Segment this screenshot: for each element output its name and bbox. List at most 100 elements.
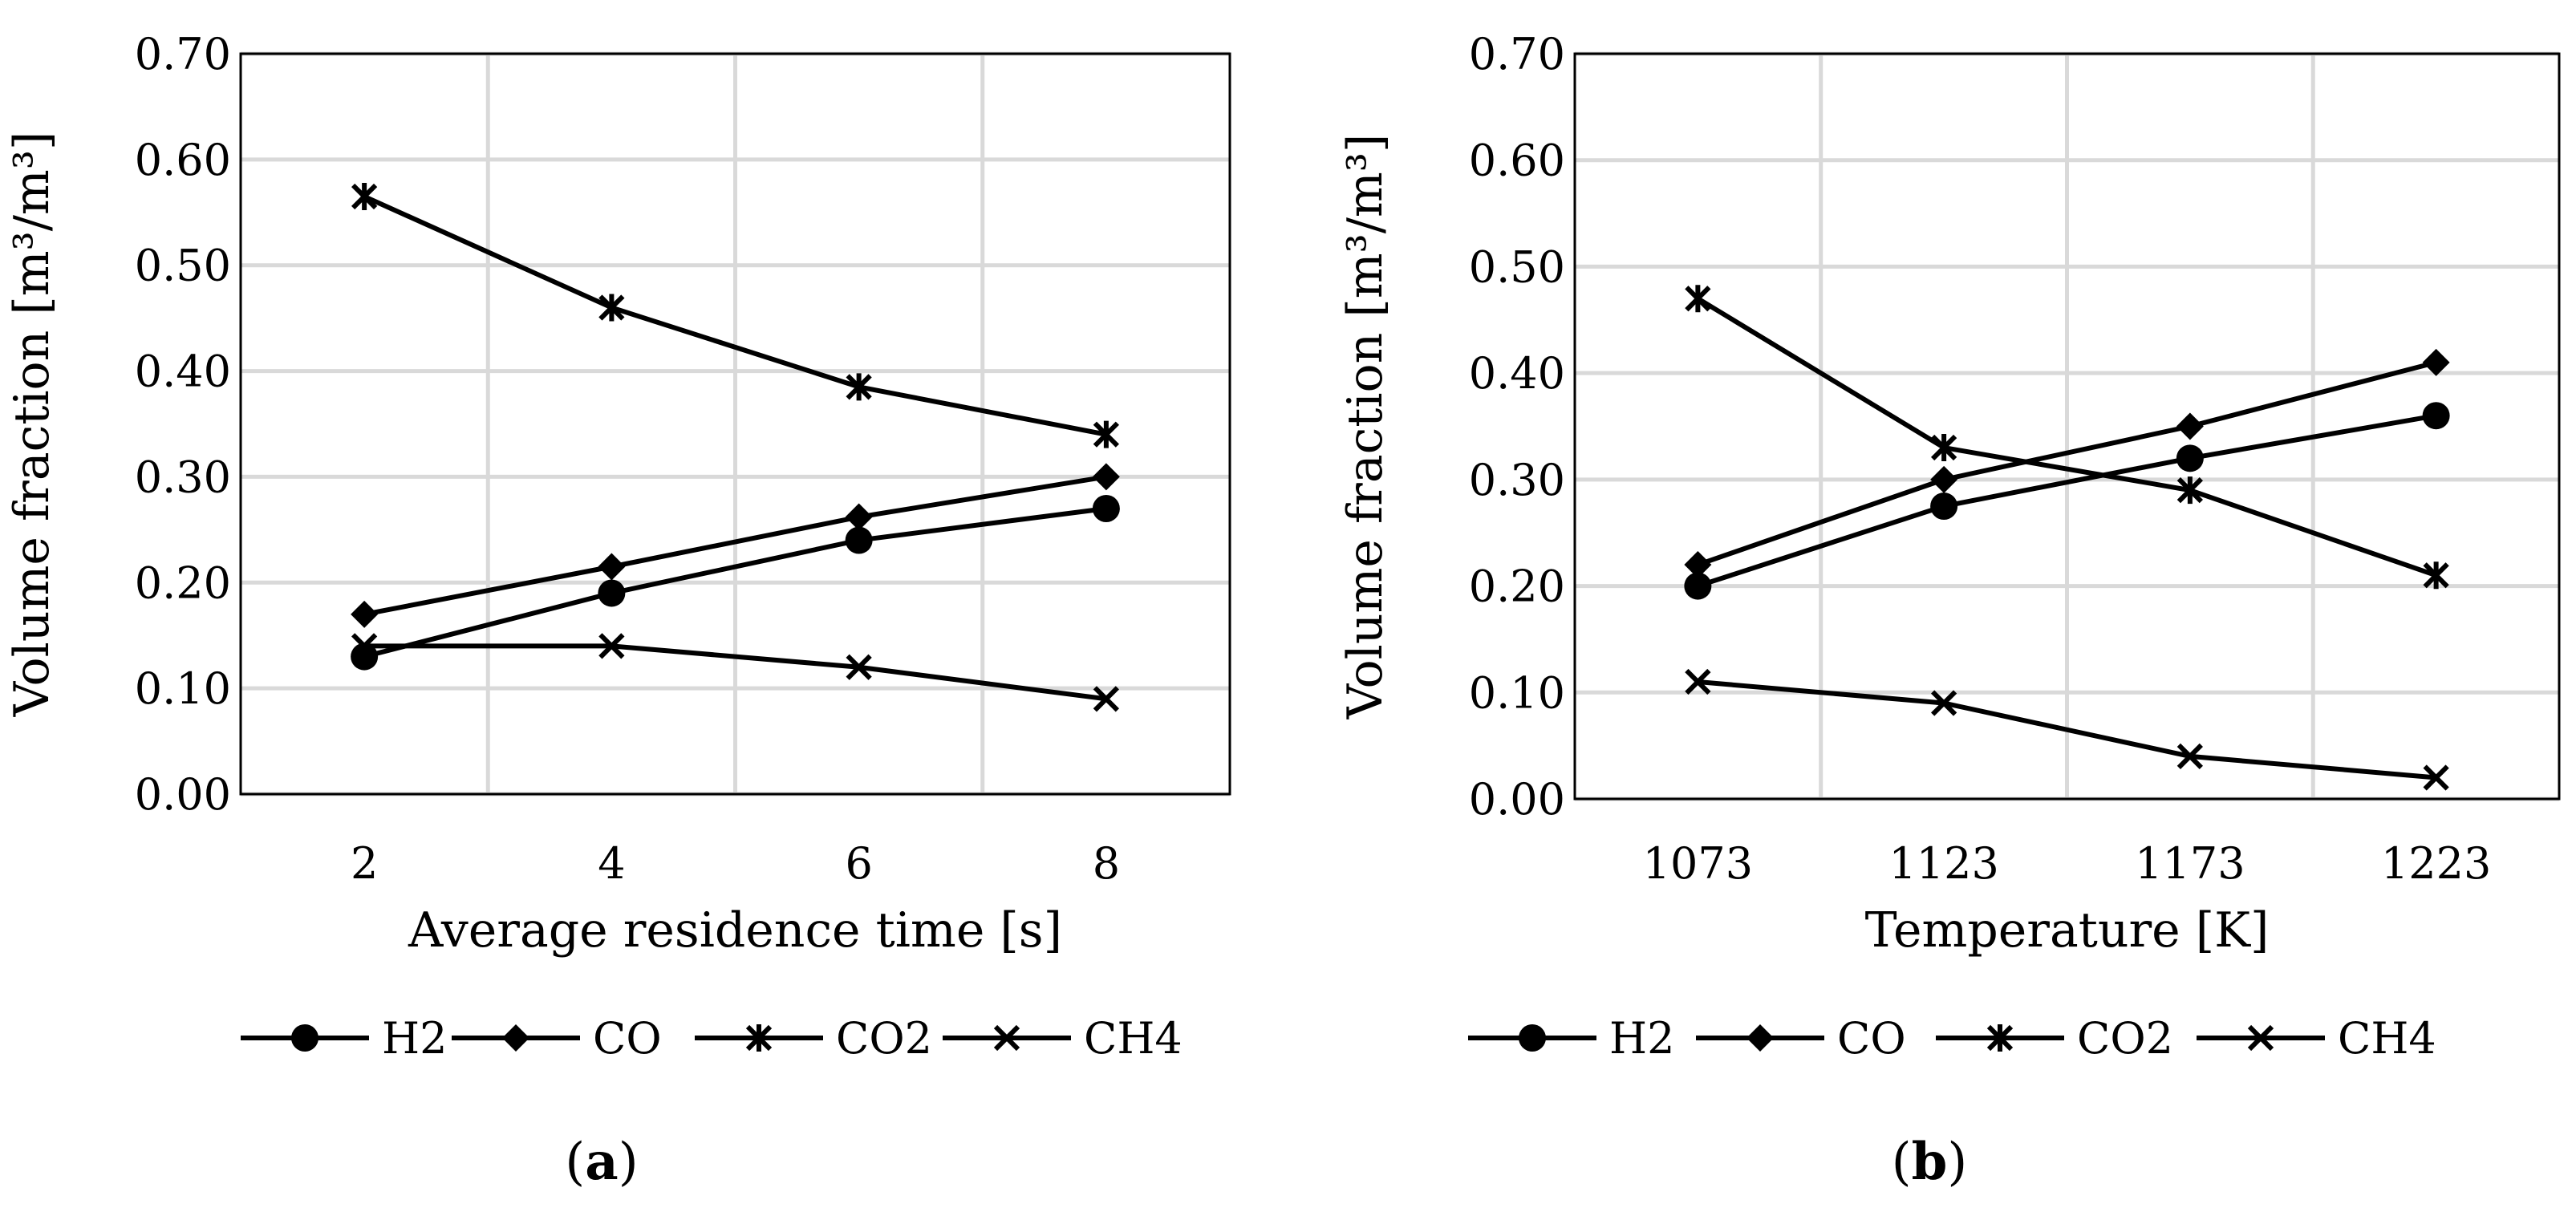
y-tick-label: 0.00 [135, 769, 231, 820]
series-h2 [1684, 402, 2450, 600]
series-ch4 [1685, 668, 2449, 791]
legend-marker [1986, 1024, 2014, 1052]
legend: H2 CO CO2 CH4 [241, 1013, 1183, 1064]
series-line-h2 [1697, 413, 2437, 589]
y-axis-title: Volume fraction [m³/m³] [4, 132, 60, 718]
y-tick-label: 0.20 [1469, 561, 1565, 612]
data-point-h2 [845, 526, 873, 554]
y-axis-title: Volume fraction [m³/m³] [1337, 134, 1393, 720]
plot-area [239, 52, 1231, 796]
legend-item-h2: H2 [241, 1013, 447, 1064]
x-tick-label: 1123 [1888, 838, 1998, 889]
data-point-h2 [598, 579, 626, 607]
x-axis: 1073 1123 1173 1223 [1643, 838, 2492, 889]
y-tick-label: 0.70 [1469, 29, 1565, 79]
series-line-h2 [363, 506, 1107, 659]
data-point-co2 [1093, 420, 1119, 448]
legend-label: CO [593, 1013, 662, 1064]
data-point-co [1092, 463, 1120, 491]
series-co [1684, 348, 2450, 579]
data-point-h2 [1092, 494, 1120, 522]
data-point-co2 [2176, 476, 2203, 505]
legend-label: CH4 [2338, 1013, 2436, 1064]
legend-item-co: CO [452, 1013, 662, 1064]
legend: H2 CO CO2 CH4 [1468, 1013, 2436, 1064]
x-tick-label: 4 [598, 838, 625, 889]
x-axis-title: Average residence time [s] [408, 902, 1062, 959]
y-tick-label: 0.10 [135, 663, 231, 714]
data-point-co [598, 553, 626, 581]
x-tick-label: 6 [845, 838, 872, 889]
data-point-co [1684, 551, 1712, 579]
legend-label: CO [1837, 1013, 1906, 1064]
legend-marker [502, 1024, 529, 1052]
chart-a: 0.00 0.10 0.20 0.30 0.40 0.50 0.60 0.70 2 4 6 8 Aver… [4, 29, 1231, 1192]
series-line-co [363, 474, 1107, 617]
legend-item-co2: CO2 [1936, 1013, 2173, 1064]
legend-marker [291, 1024, 318, 1052]
legend-item-ch4: CH4 [2197, 1013, 2436, 1064]
y-tick-label: 0.50 [135, 241, 231, 291]
y-axis: 0.00 0.10 0.20 0.30 0.40 0.50 0.60 0.70 [1469, 29, 1565, 825]
legend-label: CO2 [2077, 1013, 2173, 1064]
legend-label: H2 [1609, 1013, 1674, 1064]
y-tick-label: 0.70 [135, 29, 231, 79]
data-point-h2 [2422, 402, 2450, 430]
data-point-ch4 [2423, 764, 2449, 791]
legend-marker [993, 1024, 1020, 1052]
legend-label: CH4 [1084, 1013, 1183, 1064]
chart-b: 0.00 0.10 0.20 0.30 0.40 0.50 0.60 0.70 1073 1123… [1337, 29, 2561, 1192]
gridlines [1575, 51, 2559, 801]
x-tick-label: 1073 [1643, 838, 1753, 889]
data-point-co2 [846, 373, 872, 401]
series-co [351, 463, 1120, 628]
series-co2 [1685, 285, 2449, 590]
data-point-co [2422, 348, 2450, 376]
gridlines [241, 51, 1230, 797]
y-tick-label: 0.30 [135, 452, 231, 502]
legend-item-co2: CO2 [695, 1013, 932, 1064]
data-point-ch4 [846, 654, 872, 680]
data-point-co2 [2423, 561, 2449, 590]
y-tick-label: 0.50 [1469, 241, 1565, 292]
legend-marker [1519, 1024, 1546, 1052]
y-tick-label: 0.30 [1469, 455, 1565, 505]
data-point-ch4 [1931, 690, 1957, 716]
series-line-co2 [363, 194, 1107, 437]
data-point-co [2176, 412, 2204, 440]
legend-marker [745, 1024, 773, 1052]
y-tick-label: 0.40 [1469, 348, 1565, 399]
series-line-co [1697, 359, 2437, 567]
y-tick-label: 0.40 [135, 347, 231, 397]
data-point-ch4 [598, 633, 625, 659]
legend-item-h2: H2 [1468, 1013, 1674, 1064]
data-point-co2 [598, 294, 625, 322]
data-point-h2 [1684, 572, 1712, 600]
y-tick-label: 0.20 [135, 557, 231, 608]
series-line-ch4 [364, 643, 1107, 702]
legend-marker [2247, 1024, 2274, 1052]
chart-caption: (a) [565, 1132, 638, 1192]
data-point-co2 [1931, 434, 1957, 462]
x-tick-label: 2 [351, 838, 378, 889]
legend-item-ch4: CH4 [943, 1013, 1183, 1064]
data-point-co2 [1685, 285, 1711, 313]
data-point-ch4 [351, 633, 378, 659]
data-point-co [351, 600, 379, 628]
x-tick-label: 1173 [2135, 838, 2245, 889]
data-point-ch4 [1093, 686, 1119, 712]
x-axis: 2 4 6 8 [351, 838, 1120, 889]
series-line-co2 [1696, 296, 2437, 578]
data-point-co [845, 503, 873, 531]
series-line-ch4 [1698, 679, 2436, 780]
series-ch4 [351, 633, 1119, 712]
x-axis-title: Temperature [K] [1865, 902, 2270, 959]
data-point-ch4 [2176, 743, 2203, 770]
data-point-h2 [1930, 493, 1958, 521]
legend-marker [1746, 1024, 1774, 1052]
data-point-co [1930, 465, 1958, 493]
y-tick-label: 0.00 [1469, 774, 1565, 825]
legend-label: CO2 [836, 1013, 932, 1064]
plot-area [1573, 52, 2561, 801]
